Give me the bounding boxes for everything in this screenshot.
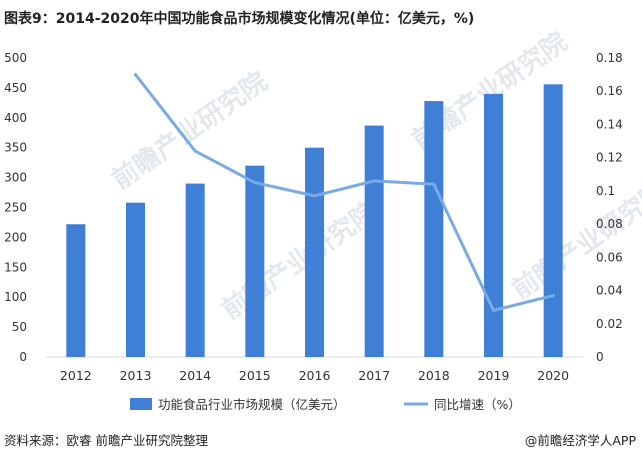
bar [245,165,265,357]
legend-line-label: 同比增速（%） [434,397,521,412]
right-tick-label: 0.18 [596,51,623,65]
bar [543,84,563,357]
bar [484,93,503,357]
chart-title: 图表9：2014-2020年中国功能食品市场规模变化情况(单位：亿美元，%) [4,11,475,27]
line-point [372,179,376,183]
line-point [134,73,137,77]
right-tick-label: 0.06 [596,250,623,264]
legend-bar-label: 功能食品行业市场规模（亿美元） [158,397,346,412]
bar [66,224,86,357]
line-point [551,294,555,298]
watermark-text: 前瞻产业研究院 [216,196,383,326]
line-point [432,182,436,186]
source-note: 资料来源：欧睿 前瞻产业研究院整理 [4,433,208,448]
x-tick-label: 2012 [60,368,92,383]
right-tick-label: 0 [596,350,604,364]
bar [185,183,205,357]
bar [126,202,145,357]
left-tick-label: 250 [4,201,27,215]
x-tick-label: 2016 [299,368,331,383]
line-point [313,194,316,198]
right-tick-label: 0.08 [596,217,623,231]
x-tick-label: 2013 [120,368,152,383]
right-tick-label: 0.1 [596,184,615,198]
left-tick-label: 50 [12,320,27,334]
x-tick-label: 2018 [418,368,450,383]
left-tick-label: 150 [4,260,27,274]
bar [305,147,324,357]
bar [364,125,384,357]
line-point [193,149,197,153]
x-tick-label: 2019 [478,368,510,383]
x-tick-label: 2014 [179,368,211,383]
left-tick-label: 0 [19,350,27,364]
bar-series [66,84,563,357]
right-axis: 0 0.02 0.04 0.06 0.08 0.1 0.12 0.14 0.16 0.18 [596,51,623,364]
brand-credit: @前瞻经济学人APP [524,433,636,448]
left-tick-label: 500 [4,51,27,65]
left-tick-label: 450 [4,81,27,95]
right-tick-label: 0.16 [596,84,623,98]
left-tick-label: 200 [4,230,27,244]
legend: 功能食品行业市场规模（亿美元） 同比增速（%） [130,397,521,412]
growth-line [134,73,555,312]
left-axis: 0 50 100 150 200 250 300 350 400 450 500 [4,51,583,364]
x-tick-label: 2017 [358,368,390,383]
x-axis: 2012 2013 2014 2015 2016 2017 2018 2019 2020 [60,368,569,383]
x-tick-label: 2020 [537,368,569,383]
bar [424,101,444,357]
line-point [492,308,495,312]
legend-bar-swatch [130,398,152,410]
left-tick-label: 400 [4,111,27,125]
line-point [253,181,257,185]
left-tick-label: 300 [4,171,27,185]
right-tick-label: 0.14 [596,117,623,131]
right-tick-label: 0.12 [596,151,623,165]
left-tick-label: 350 [4,141,27,155]
left-tick-label: 100 [4,290,27,304]
right-tick-label: 0.04 [596,284,623,298]
right-tick-label: 0.02 [596,317,623,331]
x-tick-label: 2015 [239,368,271,383]
line-series [134,73,555,312]
